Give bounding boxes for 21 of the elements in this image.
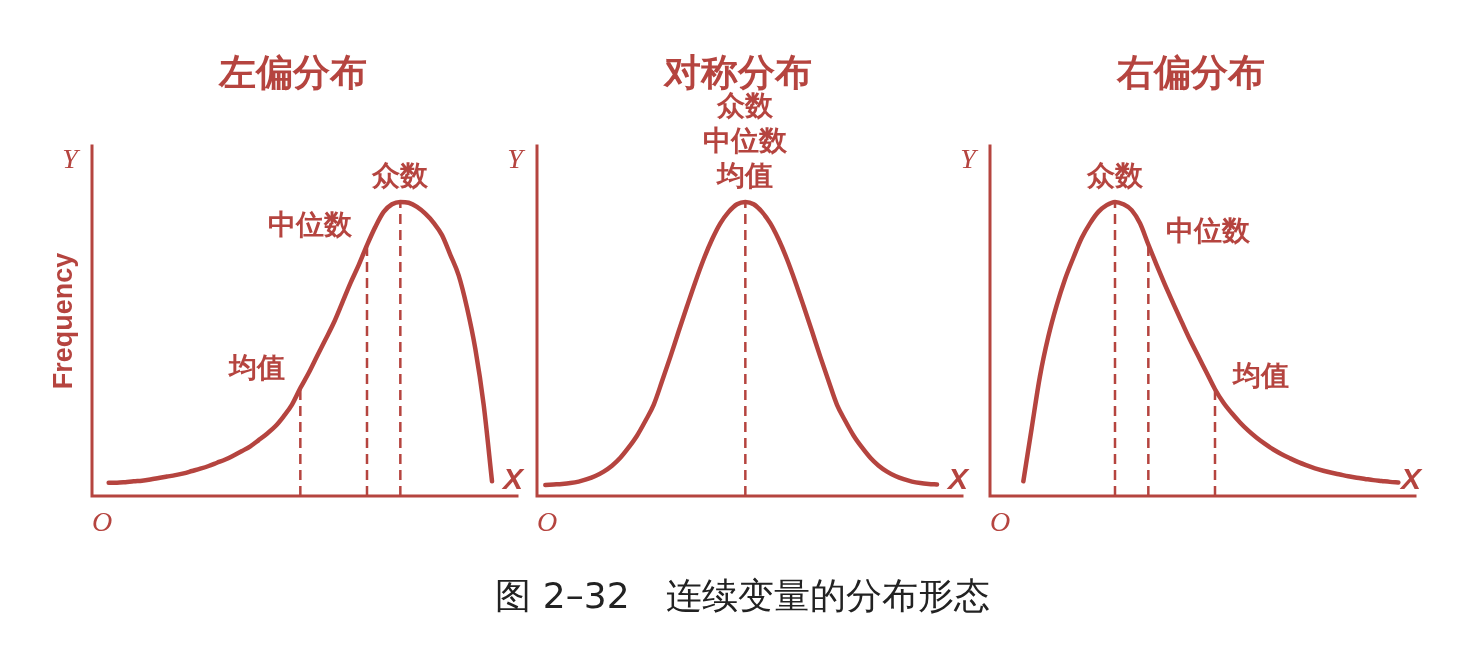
annotation: 中位数 (268, 208, 353, 242)
y-axis-title: Frequency (48, 252, 79, 390)
text: Y (507, 143, 527, 175)
annotation: 均值 (715, 159, 774, 193)
annotation: 均值 (227, 351, 286, 385)
text: Y (62, 143, 82, 175)
text: O (536, 506, 558, 538)
text: O (91, 506, 113, 538)
chart-title: 右偏分布 (1115, 50, 1265, 94)
annotation: 中位数 (1166, 213, 1252, 247)
annotation: 均值 (1231, 358, 1289, 392)
x-axis-title: X (500, 462, 525, 496)
x-axis-title: X (945, 462, 970, 496)
annotation: 中位数 (703, 124, 789, 158)
text: O (989, 506, 1011, 538)
chart-title: 左偏分布 (217, 50, 367, 94)
x-axis-title: X (1398, 462, 1423, 496)
caption: 图 2–32 连续变量的分布形态 (495, 575, 990, 617)
annotation: 众数 (371, 159, 430, 193)
text: Y (960, 143, 980, 175)
annotation: 众数 (1086, 159, 1144, 193)
